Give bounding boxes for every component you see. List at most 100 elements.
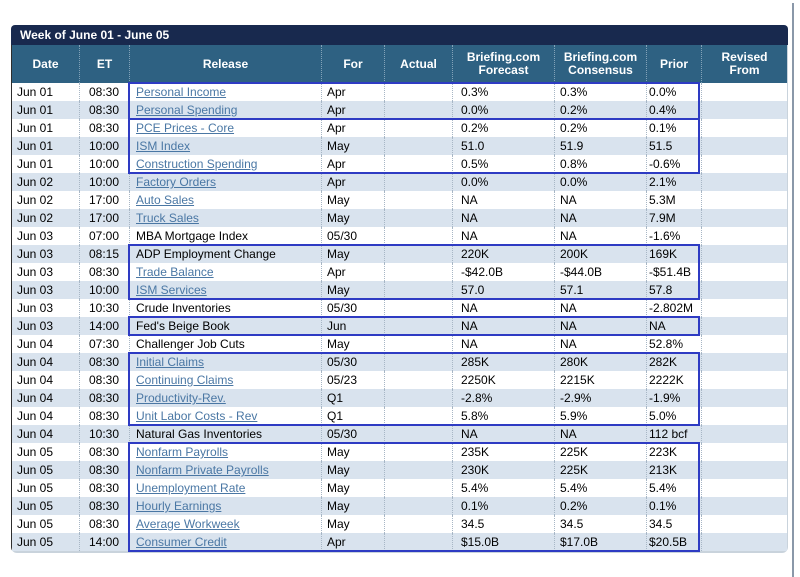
cell-release: Consumer Credit	[130, 533, 322, 551]
release-link[interactable]: Continuing Claims	[136, 373, 234, 387]
cell-consensus: NA	[555, 191, 647, 209]
cell-prior: -$51.4B	[647, 263, 702, 281]
release-link[interactable]: Factory Orders	[136, 175, 217, 189]
release-link[interactable]: Hourly Earnings	[136, 499, 222, 513]
cell-revised	[702, 407, 787, 425]
cell-for: Q1	[322, 389, 385, 407]
cell-date: Jun 02	[12, 191, 80, 209]
table-row: Jun 05 08:30 Hourly Earnings May 0.1% 0.2% 0.1…	[12, 497, 787, 515]
cell-date: Jun 03	[12, 281, 80, 299]
cell-prior: -1.6%	[647, 227, 702, 245]
cell-prior: 0.4%	[647, 101, 702, 119]
cell-forecast: 5.4%	[453, 479, 555, 497]
table-row: Jun 04 10:30 Natural Gas Inventories 05/30 N…	[12, 425, 787, 443]
release-link[interactable]: Personal Income	[136, 85, 227, 99]
release-link[interactable]: Trade Balance	[136, 265, 214, 279]
cell-prior: 0.1%	[647, 119, 702, 137]
cell-actual	[385, 443, 453, 461]
cell-for: May	[322, 497, 385, 515]
cell-et: 08:30	[80, 497, 130, 515]
cell-revised	[702, 461, 787, 479]
release-link[interactable]: Truck Sales	[136, 211, 199, 225]
release-link[interactable]: Nonfarm Payrolls	[136, 445, 229, 459]
cell-date: Jun 05	[12, 533, 80, 551]
cell-revised	[702, 299, 787, 317]
cell-et: 10:00	[80, 137, 130, 155]
table-row: Jun 03 10:00 ISM Services May 57.0 57.1 57.8	[12, 281, 787, 299]
cell-release: Construction Spending	[130, 155, 322, 173]
cell-release: Personal Spending	[130, 101, 322, 119]
cell-date: Jun 03	[12, 227, 80, 245]
cell-forecast: 5.8%	[453, 407, 555, 425]
cell-consensus: 225K	[555, 443, 647, 461]
release-link[interactable]: Personal Spending	[136, 103, 238, 117]
cell-forecast: NA	[453, 425, 555, 443]
release-link[interactable]: Unit Labor Costs - Rev	[136, 409, 258, 423]
cell-release: ISM Index	[130, 137, 322, 155]
cell-date: Jun 04	[12, 425, 80, 443]
release-link[interactable]: Average Workweek	[136, 517, 240, 531]
cell-actual	[385, 83, 453, 101]
cell-forecast: NA	[453, 335, 555, 353]
release-link[interactable]: Productivity-Rev.	[136, 391, 226, 405]
release-link[interactable]: Construction Spending	[136, 157, 258, 171]
table-row: Jun 05 08:30 Nonfarm Private Payrolls May 23…	[12, 461, 787, 479]
cell-consensus: 57.1	[555, 281, 647, 299]
cell-consensus: NA	[555, 299, 647, 317]
cell-et: 10:30	[80, 425, 130, 443]
table-row: Jun 03 08:15 ADP Employment Change May 220K 2…	[12, 245, 787, 263]
column-header-consensus: Briefing.com Consensus	[555, 45, 647, 83]
release-link[interactable]: Initial Claims	[136, 355, 205, 369]
cell-forecast: -2.8%	[453, 389, 555, 407]
column-header-actual: Actual	[385, 45, 453, 83]
cell-et: 08:30	[80, 479, 130, 497]
table-row: Jun 01 08:30 Personal Income Apr 0.3% 0.3% 0.0…	[12, 83, 787, 101]
cell-forecast: $15.0B	[453, 533, 555, 551]
cell-prior: -0.6%	[647, 155, 702, 173]
cell-release: Productivity-Rev.	[130, 389, 322, 407]
week-title-bar: Week of June 01 - June 05	[11, 25, 788, 45]
cell-consensus: NA	[555, 209, 647, 227]
release-link[interactable]: Consumer Credit	[136, 535, 227, 549]
cell-forecast: 230K	[453, 461, 555, 479]
cell-forecast: 285K	[453, 353, 555, 371]
cell-forecast: 220K	[453, 245, 555, 263]
cell-actual	[385, 371, 453, 389]
cell-actual	[385, 299, 453, 317]
cell-forecast: 57.0	[453, 281, 555, 299]
cell-release: Hourly Earnings	[130, 497, 322, 515]
cell-et: 07:00	[80, 227, 130, 245]
cell-consensus: 0.3%	[555, 83, 647, 101]
cell-date: Jun 05	[12, 443, 80, 461]
release-link[interactable]: ISM Index	[136, 139, 191, 153]
column-header-prior: Prior	[647, 45, 702, 83]
cell-for: May	[322, 209, 385, 227]
cell-for: May	[322, 479, 385, 497]
cell-date: Jun 03	[12, 245, 80, 263]
release-link[interactable]: PCE Prices - Core	[136, 121, 235, 135]
cell-release: Unit Labor Costs - Rev	[130, 407, 322, 425]
table-body: Jun 01 08:30 Personal Income Apr 0.3% 0.3% 0.0…	[12, 82, 787, 552]
release-link[interactable]: ISM Services	[136, 283, 207, 297]
release-link[interactable]: Nonfarm Private Payrolls	[136, 463, 269, 477]
cell-for: 05/30	[322, 353, 385, 371]
cell-actual	[385, 497, 453, 515]
cell-for: May	[322, 281, 385, 299]
economic-calendar-panel: Week of June 01 - June 05 Date ET Release F…	[11, 25, 788, 553]
release-link[interactable]: Unemployment Rate	[136, 481, 246, 495]
table-row: Jun 05 08:30 Unemployment Rate May 5.4% 5.4% 5…	[12, 479, 787, 497]
cell-et: 08:30	[80, 515, 130, 533]
table-row: Jun 03 07:00 MBA Mortgage Index 05/30 NA NA -1…	[12, 227, 787, 245]
cell-release: PCE Prices - Core	[130, 119, 322, 137]
table-row: Jun 02 17:00 Auto Sales May NA NA 5.3M	[12, 191, 787, 209]
release-link[interactable]: Auto Sales	[136, 193, 195, 207]
table-row: Jun 03 08:30 Trade Balance Apr -$42.0B -$44.0…	[12, 263, 787, 281]
cell-prior: -2.802M	[647, 299, 702, 317]
cell-revised	[702, 317, 787, 335]
cell-revised	[702, 371, 787, 389]
cell-consensus: NA	[555, 425, 647, 443]
cell-forecast: NA	[453, 209, 555, 227]
cell-forecast: 235K	[453, 443, 555, 461]
cell-revised	[702, 335, 787, 353]
cell-for: May	[322, 515, 385, 533]
